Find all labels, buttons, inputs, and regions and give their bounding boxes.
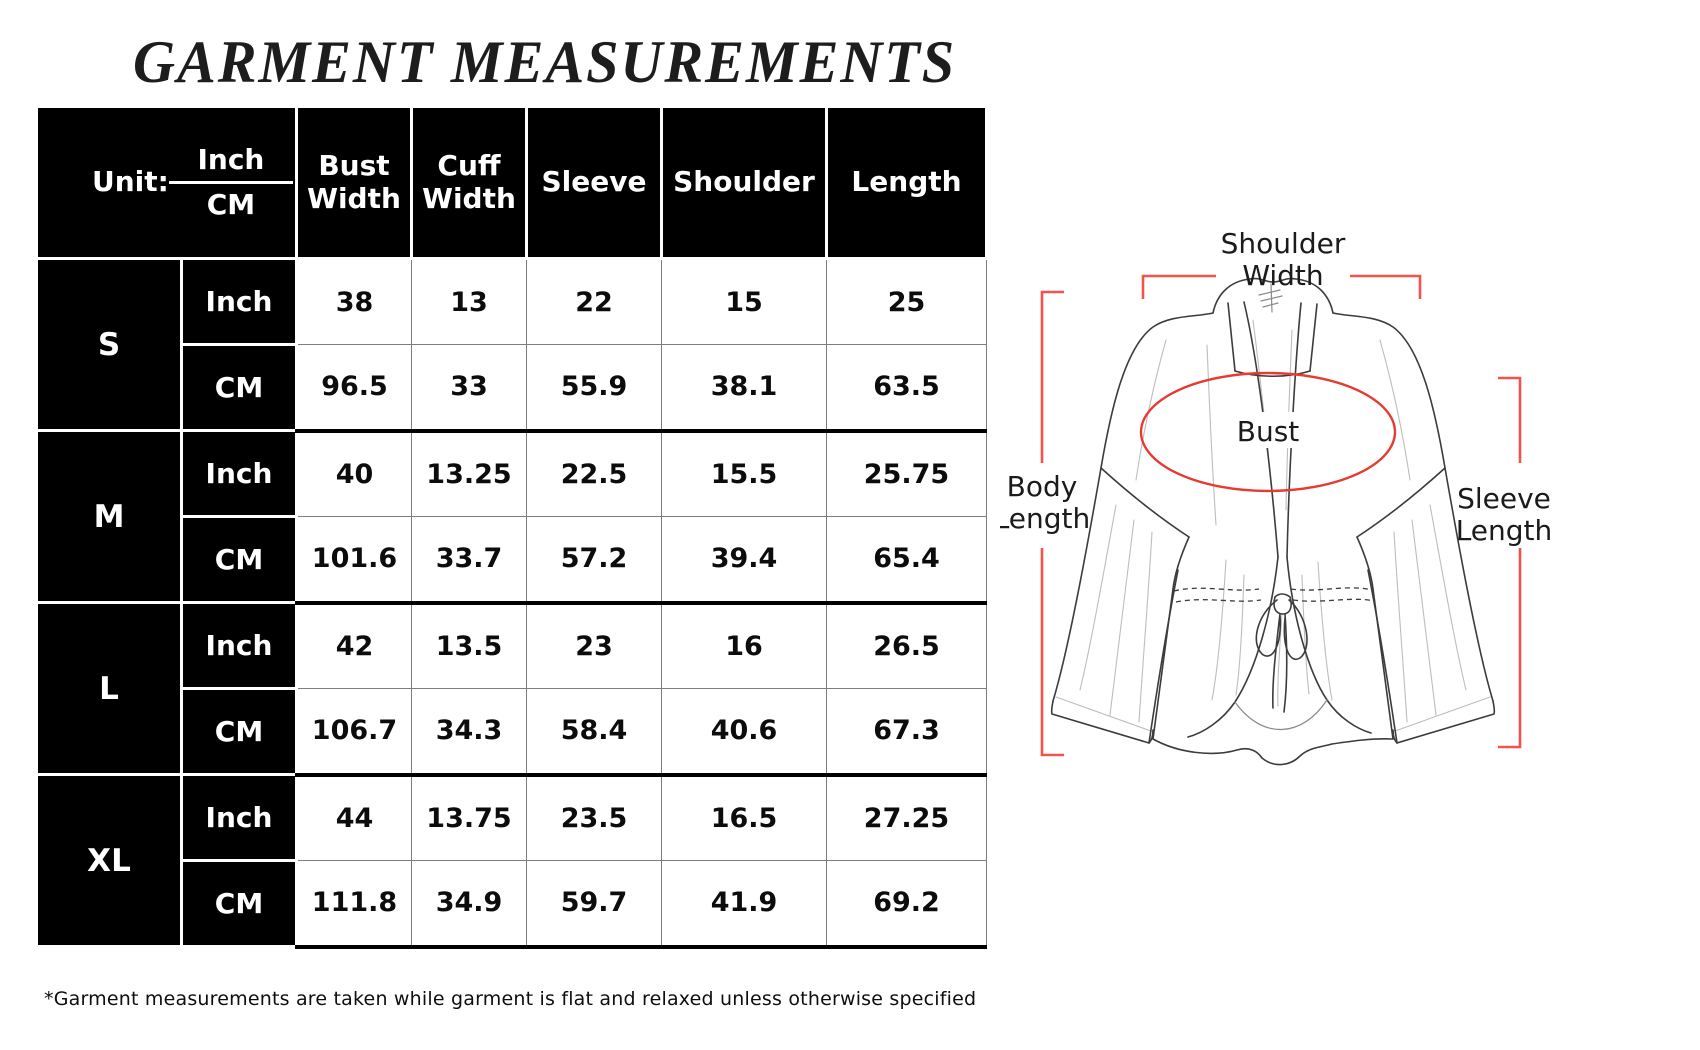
unit-fraction: Inch CM	[168, 143, 293, 221]
unit-row-label: CM	[180, 859, 298, 948]
column-header-sleeve: Sleeve	[525, 105, 663, 260]
size-label-xl: XL	[35, 773, 183, 948]
waist-drawstring	[1173, 587, 1375, 603]
measurement-value: 16.5	[661, 774, 827, 861]
measurement-value: 59.7	[526, 860, 662, 949]
measurement-value: 96.5	[296, 344, 412, 433]
unit-option-cm: CM	[206, 188, 256, 221]
size-label-l: L	[35, 601, 183, 776]
measurement-value: 23	[526, 602, 662, 689]
garment-outline	[1050, 277, 1496, 766]
table-row: CM 101.6 33.7 57.2 39.4 65.4	[37, 515, 987, 605]
page-title: GARMENT MEASUREMENTS	[133, 29, 957, 95]
measurement-value: 40.6	[661, 688, 827, 777]
measurement-value: 25.75	[826, 430, 987, 517]
measurement-value: 23.5	[526, 774, 662, 861]
unit-row-label: CM	[180, 515, 298, 604]
measurement-value: 55.9	[526, 344, 662, 433]
measurement-value: 111.8	[296, 860, 412, 949]
table-row: L Inch 42 13.5 23 16 26.5	[35, 601, 987, 776]
bust-label: Bust	[1237, 415, 1300, 448]
measurements-table: Unit: Inch CM Bust Width Cuff Width Slee…	[35, 105, 988, 949]
body-length-bracket	[1040, 290, 1064, 463]
column-header-cuff-width: Cuff Width	[410, 105, 528, 260]
sleeve-length-bracket	[1498, 376, 1522, 463]
column-header-length: Length	[825, 105, 988, 260]
unit-row-label: CM	[180, 343, 298, 432]
measurement-value: 33	[411, 344, 527, 433]
measurement-value: 22.5	[526, 430, 662, 517]
footnote: *Garment measurements are taken while ga…	[44, 988, 977, 1010]
measurement-value: 13.5	[411, 602, 527, 689]
body-length-bracket	[1040, 548, 1064, 757]
measurement-value: 38.1	[661, 344, 827, 433]
garment-diagram: Shoulder Width Body Length Sleeve Length…	[1000, 227, 1553, 766]
unit-row-label: CM	[180, 687, 298, 776]
unit-row-label: Inch	[180, 601, 298, 690]
measurement-value: 42	[296, 602, 412, 689]
table-row: CM 111.8 34.9 59.7 41.9 69.2	[37, 859, 987, 949]
measurement-value: 63.5	[826, 344, 987, 433]
tie-bow	[1255, 593, 1308, 713]
measurement-value: 57.2	[526, 516, 662, 605]
measurement-value: 34.3	[411, 688, 527, 777]
collar-stitch-marks	[1258, 283, 1283, 313]
measurement-value: 44	[296, 774, 412, 861]
measurement-value: 39.4	[661, 516, 827, 605]
body-length-label-line2: Length	[1000, 502, 1090, 535]
unit-label: Unit:	[92, 165, 169, 199]
bust-label-backdrop	[1234, 412, 1304, 448]
measurement-value: 34.9	[411, 860, 527, 949]
sleeve-length-bracket	[1498, 548, 1522, 749]
measurement-value: 65.4	[826, 516, 987, 605]
measurement-annotations	[1040, 274, 1522, 757]
measurement-value: 101.6	[296, 516, 412, 605]
measurement-value: 26.5	[826, 602, 987, 689]
unit-row-label: Inch	[180, 773, 298, 862]
unit-option-inch: Inch	[168, 143, 293, 184]
bust-ellipse	[1139, 371, 1397, 493]
size-label-s: S	[35, 257, 183, 432]
measurement-value: 33.7	[411, 516, 527, 605]
measurement-value: 41.9	[661, 860, 827, 949]
measurement-value: 106.7	[296, 688, 412, 777]
measurement-value: 40	[296, 430, 412, 517]
table-row: XL Inch 44 13.75 23.5 16.5 27.25	[35, 773, 987, 948]
measurement-value: 58.4	[526, 688, 662, 777]
shoulder-width-label-line2: Width	[1242, 259, 1323, 292]
unit-row-label: Inch	[180, 257, 298, 346]
body-length-label-line1: Body	[1007, 470, 1078, 503]
measurement-value: 13	[411, 258, 527, 345]
unit-header-cell: Unit: Inch CM	[35, 105, 298, 260]
measurement-value: 38	[296, 258, 412, 345]
shoulder-width-label-line1: Shoulder	[1221, 227, 1346, 260]
shoulder-width-bracket	[1141, 274, 1216, 299]
measurement-value: 22	[526, 258, 662, 345]
measurement-value: 69.2	[826, 860, 987, 949]
measurement-value: 16	[661, 602, 827, 689]
measurement-value: 15	[661, 258, 827, 345]
column-header-bust-width: Bust Width	[295, 105, 413, 260]
size-label-m: M	[35, 429, 183, 604]
sleeve-length-label-line2: Length	[1456, 514, 1553, 547]
measurement-value: 27.25	[826, 774, 987, 861]
measurement-value: 25	[826, 258, 987, 345]
table-header-row: Unit: Inch CM Bust Width Cuff Width Slee…	[35, 105, 988, 260]
unit-row-label: Inch	[180, 429, 298, 518]
table-row: S Inch 38 13 22 15 25	[35, 257, 987, 432]
table-row: CM 96.5 33 55.9 38.1 63.5	[37, 343, 987, 433]
table-row: M Inch 40 13.25 22.5 15.5 25.75	[35, 429, 987, 604]
measurement-value: 13.75	[411, 774, 527, 861]
measurement-value: 13.25	[411, 430, 527, 517]
measurement-value: 67.3	[826, 688, 987, 777]
shoulder-width-bracket	[1350, 274, 1422, 299]
measurement-value: 15.5	[661, 430, 827, 517]
column-header-shoulder: Shoulder	[660, 105, 828, 260]
sleeve-length-label-line1: Sleeve	[1457, 482, 1551, 515]
table-row: CM 106.7 34.3 58.4 40.6 67.3	[37, 687, 987, 777]
